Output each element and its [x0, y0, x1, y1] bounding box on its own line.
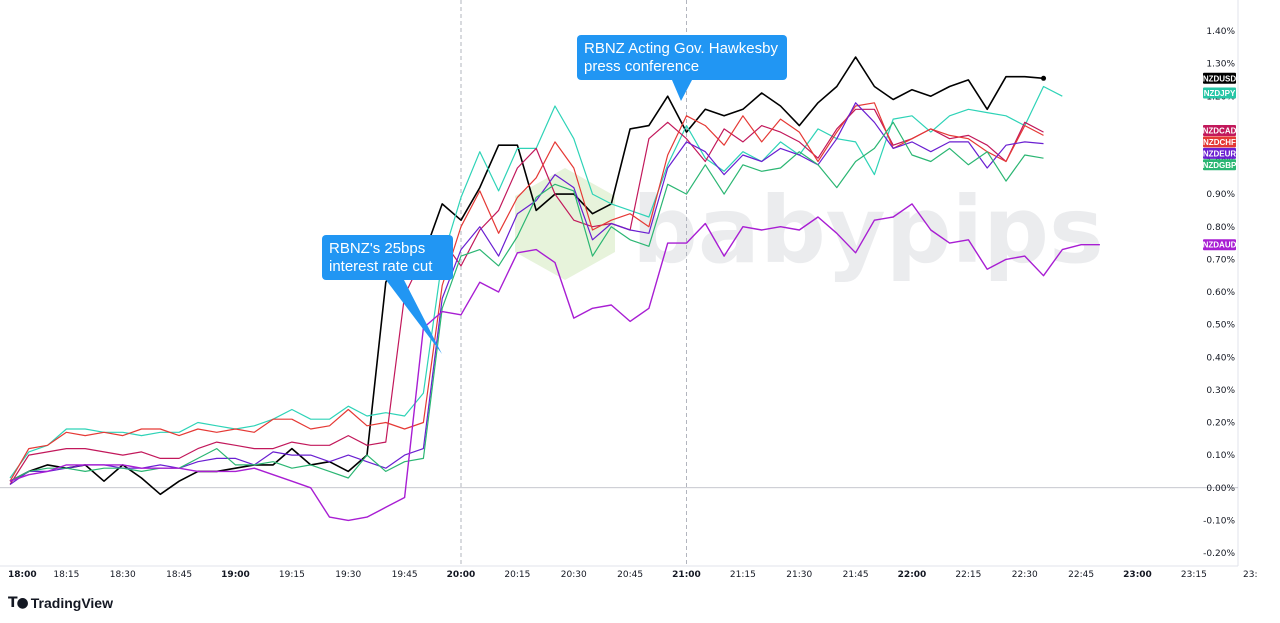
x-tick-label: 21:00 — [672, 570, 701, 580]
x-tick-label: 23:00 — [1123, 570, 1152, 580]
legend-tag-label: NZDEUR — [1203, 149, 1237, 158]
tradingview-logo[interactable]: 𝗧● TradingView — [8, 595, 113, 611]
callout-text-line: RBNZ's 25bps — [329, 240, 425, 257]
y-tick-label: 0.20% — [1206, 419, 1235, 429]
x-tick-label: 18:30 — [110, 570, 136, 580]
legend-tag-bg — [1203, 147, 1236, 159]
callout-box — [322, 235, 453, 280]
y-tick-label: 1.30% — [1206, 60, 1235, 70]
x-tick-label: 20:45 — [617, 570, 643, 580]
callout-pointer — [672, 80, 692, 101]
series-line-nzdchf[interactable] — [9, 102, 1044, 482]
y-tick-label: -0.20% — [1203, 549, 1235, 559]
x-tick-label: 23: — [1243, 570, 1257, 580]
y-tick-label: 0.80% — [1206, 223, 1235, 233]
tradingview-icon: 𝗧● — [8, 595, 29, 611]
callout-text-line: RBNZ Acting Gov. Hawkesby — [584, 40, 778, 57]
x-tick-label: 21:15 — [730, 570, 756, 580]
x-tick-label: 20:15 — [504, 570, 530, 580]
callout-text-line: interest rate cut — [329, 258, 433, 275]
legend-tag-label: NZDCHF — [1203, 138, 1236, 147]
x-tick-label: 18:45 — [166, 570, 192, 580]
series-line-nzdgbp[interactable] — [9, 121, 1044, 482]
y-tick-label: 0.10% — [1206, 451, 1235, 461]
series-end-dot-nzdusd — [1041, 75, 1047, 81]
x-tick-label: 19:30 — [335, 570, 361, 580]
y-tick-label: 0.40% — [1206, 353, 1235, 363]
y-tick-label: 0.60% — [1206, 288, 1235, 298]
y-tick-label: 0.30% — [1206, 386, 1235, 396]
x-tick-label: 19:15 — [279, 570, 305, 580]
series-line-nzdeur[interactable] — [9, 102, 1044, 485]
x-tick-label: 19:00 — [221, 570, 250, 580]
x-axis: 18:00 18:15 18:30 18:45 19:00 19:15 19:30 19:45… — [8, 570, 1257, 580]
legend-tag-nzdaud[interactable]: NZDAUD — [1203, 239, 1237, 251]
callout-text-line: press conference — [584, 58, 699, 75]
legend-tag-label: NZDGBP — [1203, 161, 1237, 170]
y-tick-label: 0.50% — [1206, 321, 1235, 331]
legend-tag-bg — [1203, 239, 1236, 251]
x-tick-label: 22:45 — [1068, 570, 1094, 580]
series-line-nzdaud[interactable] — [9, 203, 1100, 522]
legend-tag-nzdcad[interactable]: NZDCAD — [1203, 125, 1237, 137]
x-tick-label: 18:15 — [53, 570, 79, 580]
legend-tag-bg — [1203, 72, 1236, 84]
legend-tag-nzdgbp[interactable]: NZDGBP — [1203, 159, 1237, 171]
tradingview-logo-text: TradingView — [30, 595, 113, 611]
y-tick-label: 0.90% — [1206, 190, 1235, 200]
legend-tag-nzdeur[interactable]: NZDEUR — [1203, 147, 1237, 159]
legend-tag-nzdchf[interactable]: NZDCHF — [1203, 136, 1236, 148]
x-tick-label: 21:30 — [786, 570, 812, 580]
callout-pointer — [386, 280, 442, 354]
legend-tag-label: NZDCAD — [1203, 127, 1237, 136]
x-tick-label: 22:30 — [1012, 570, 1038, 580]
y-tick-label: 0.00% — [1206, 484, 1235, 494]
y-tick-label: -0.10% — [1203, 516, 1235, 526]
legend-tag-bg — [1203, 159, 1236, 171]
vertical-markers — [460, 0, 687, 566]
plot-frame — [0, 0, 1239, 567]
x-tick-label: 19:45 — [392, 570, 418, 580]
chart-canvas[interactable]: babypips 1.40%1.30%1.20%1.10%1.00%0.90%0… — [0, 0, 1280, 590]
legend-tag-bg — [1203, 136, 1236, 148]
legend-tag-nzdusd[interactable]: NZDUSD — [1203, 72, 1237, 84]
legend-tag-label: NZDAUD — [1203, 241, 1237, 250]
series-line-nzdcad[interactable] — [9, 108, 1044, 485]
x-tick-label: 23:15 — [1181, 570, 1207, 580]
watermark: babypips — [515, 168, 1104, 284]
y-tick-label: 1.40% — [1206, 27, 1235, 37]
x-tick-label: 20:00 — [447, 570, 476, 580]
legend-tag-bg — [1203, 87, 1236, 99]
series-layer — [9, 56, 1100, 522]
x-tick-label: 22:00 — [898, 570, 927, 580]
legend-tag-bg — [1203, 125, 1236, 137]
callout-box — [577, 35, 787, 80]
y-tick-label: 0.70% — [1206, 255, 1235, 265]
legend-tag-label: NZDJPY — [1204, 89, 1236, 98]
x-tick-label: 22:15 — [955, 570, 981, 580]
x-tick-label: 18:00 — [8, 570, 37, 580]
legend: NZDUSD NZDJPY NZDCAD NZDCHF NZDEUR NZDGBP NZDA… — [1203, 72, 1237, 251]
legend-tag-nzdjpy[interactable]: NZDJPY — [1203, 87, 1236, 99]
y-axis: 1.40%1.30%1.20%1.10%1.00%0.90%0.80%0.70%… — [1203, 27, 1235, 559]
x-tick-label: 20:30 — [561, 570, 587, 580]
x-tick-label: 21:45 — [843, 570, 869, 580]
series-line-nzdusd[interactable] — [9, 56, 1044, 496]
legend-tag-label: NZDUSD — [1203, 74, 1237, 83]
